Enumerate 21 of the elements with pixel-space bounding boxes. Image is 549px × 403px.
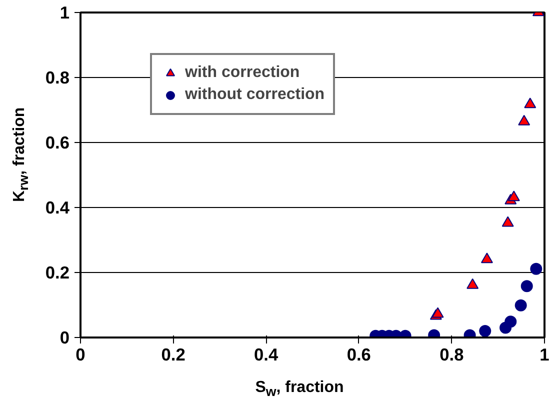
x-tick-label: 0.6 [346,344,372,364]
y-tick-label: 0.2 [45,262,70,282]
point [518,114,530,126]
x-tick-label: 0 [76,344,86,364]
x-tick-label: 0.8 [440,344,464,364]
y-tick-label: 0.4 [45,198,70,218]
y-tick-label: 1 [60,2,70,22]
point [524,98,536,108]
x-tick-label: 0.4 [254,344,279,364]
point [502,216,514,227]
x-axis-title: S$_{w}$, fraction [254,378,345,402]
x-tick-label: 0.2 [161,344,186,364]
y-tick-label: 0 [60,328,70,348]
legend-label: with correction [185,64,300,82]
x-tick-label: 1 [540,344,549,364]
point [466,278,479,289]
y-tick-label: 0.6 [45,132,70,152]
point [508,190,520,202]
y-tick-label: 0.8 [45,68,70,88]
point [480,252,493,264]
legend-label: without correction [185,86,325,104]
